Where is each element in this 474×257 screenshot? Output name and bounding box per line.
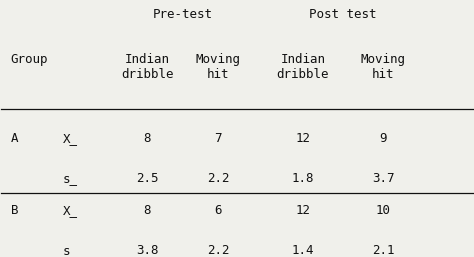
Text: Indian
dribble: Indian dribble [121,53,173,81]
Text: Indian
dribble: Indian dribble [277,53,329,81]
Text: 12: 12 [295,132,310,145]
Text: 2.2: 2.2 [207,244,229,257]
Text: 9: 9 [379,132,387,145]
Text: 1.8: 1.8 [292,172,314,185]
Text: 3.8: 3.8 [136,244,159,257]
Text: Moving
hit: Moving hit [196,53,241,81]
Text: 2.5: 2.5 [136,172,159,185]
Text: s̲: s̲ [63,244,78,257]
Text: 8: 8 [144,204,151,217]
Text: Post test: Post test [309,8,377,21]
Text: s̲: s̲ [63,172,78,185]
Text: X̲: X̲ [63,132,78,145]
Text: 10: 10 [375,204,391,217]
Text: 3.7: 3.7 [372,172,394,185]
Text: Pre-test: Pre-test [153,8,213,21]
Text: 8: 8 [144,132,151,145]
Text: 2.1: 2.1 [372,244,394,257]
Text: 1.4: 1.4 [292,244,314,257]
Text: B: B [11,204,18,217]
Text: 2.2: 2.2 [207,172,229,185]
Text: 6: 6 [214,204,222,217]
Text: Moving
hit: Moving hit [361,53,406,81]
Text: A: A [11,132,18,145]
Text: 12: 12 [295,204,310,217]
Text: Group: Group [11,53,48,66]
Text: 7: 7 [214,132,222,145]
Text: X̲: X̲ [63,204,78,217]
